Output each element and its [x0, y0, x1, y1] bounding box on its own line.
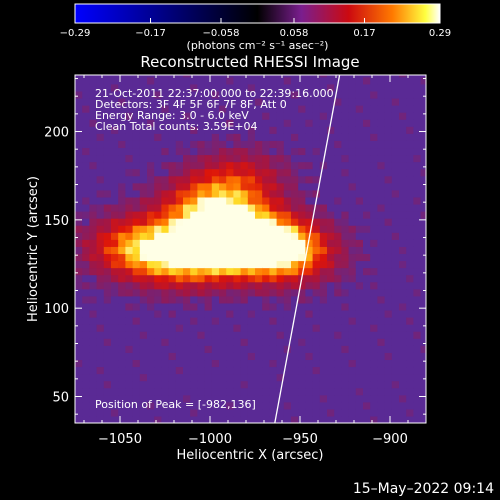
annotation-energy-range: Energy Range: 3.0 - 6.0 keV: [95, 109, 249, 122]
colorbar-tick-label: −0.29: [60, 28, 91, 39]
colorbar-tick-label: 0.29: [429, 28, 451, 39]
colorbar-tick-label: 0.058: [280, 28, 309, 39]
x-tick-label: −900: [372, 432, 408, 447]
colorbar-tick-label: −0.17: [135, 28, 166, 39]
annotation-block: 21-Oct-2011 22:37:00.000 to 22:39:16.000…: [95, 87, 334, 133]
timestamp: 15–May–2022 09:14: [352, 481, 494, 497]
x-tick-label: −950: [282, 432, 318, 447]
y-tick-label: 200: [44, 126, 69, 141]
y-axis-label: Heliocentric Y (arcsec): [26, 176, 41, 322]
y-tick-label: 100: [44, 302, 69, 317]
axes: −1050 −1000 −950 −900 50 100 150 200: [44, 75, 427, 447]
x-axis-label: Heliocentric X (arcsec): [177, 448, 324, 463]
colorbar-tick-label: 0.17: [353, 28, 375, 39]
colorbar-tick-label: −0.058: [202, 28, 239, 39]
solar-limb-line: [274, 74, 341, 424]
x-tick-label: −1000: [188, 432, 232, 447]
annotation-time-range: 21-Oct-2011 22:37:00.000 to 22:39:16.000: [95, 87, 334, 100]
y-tick-label: 50: [52, 391, 69, 406]
plot-frame: [74, 74, 427, 424]
colorbar-units-label: (photons cm⁻² s⁻¹ asec⁻²): [186, 39, 329, 52]
annotation-detectors: Detectors: 3F 4F 5F 6F 7F 8F, Att 0: [95, 98, 287, 111]
colorbar-ticks: −0.29 −0.17 −0.058 0.058 0.17 0.29: [60, 18, 451, 39]
peak-position-label: Position of Peak = [-982,136]: [95, 398, 256, 411]
chart-title: Reconstructed RHESSI Image: [140, 53, 360, 71]
colorbar: [74, 3, 441, 24]
x-tick-label: −1050: [98, 432, 142, 447]
annotation-clean-counts: Clean Total counts: 3.59E+04: [95, 120, 258, 133]
y-tick-label: 150: [44, 214, 69, 229]
heatmap-image: [75, 75, 426, 423]
